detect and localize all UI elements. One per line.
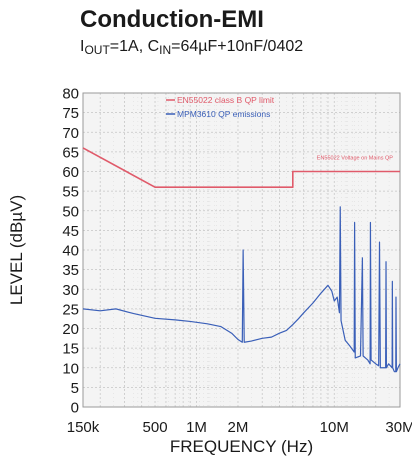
y-tick-label: 35 bbox=[62, 262, 79, 279]
y-tick-label: 45 bbox=[62, 223, 79, 240]
y-tick-label: 5 bbox=[71, 380, 79, 397]
y-tick-label: 25 bbox=[62, 301, 79, 318]
y-tick-label: 75 bbox=[62, 105, 79, 122]
x-tick-label: 500 bbox=[143, 419, 168, 436]
series-line bbox=[82, 206, 401, 373]
chart-title: Conduction-EMI bbox=[80, 6, 264, 33]
y-tick-label: 60 bbox=[62, 164, 79, 181]
annotation-label: EN55022 Voltage on Mains QP bbox=[317, 156, 393, 162]
y-tick-label: 65 bbox=[62, 144, 79, 161]
y-tick-label: 40 bbox=[62, 243, 79, 260]
x-tick-label: 30M bbox=[385, 419, 412, 436]
x-tick-label: 150k bbox=[67, 419, 100, 436]
y-tick-label: 80 bbox=[62, 86, 79, 103]
y-tick-label: 15 bbox=[62, 341, 79, 358]
series-line bbox=[82, 147, 400, 188]
y-tick-label: 0 bbox=[71, 400, 79, 417]
x-axis-label: FREQUENCY (Hz) bbox=[170, 437, 313, 456]
subtitle-part-1: I bbox=[80, 38, 85, 55]
y-tick-label: 50 bbox=[62, 203, 79, 220]
x-tick-label: 10M bbox=[320, 419, 349, 436]
y-tick-label: 10 bbox=[62, 360, 79, 377]
subtitle-part-2: =1A, C bbox=[109, 38, 160, 55]
chart-subtitle: IOUT=1A, CIN=64µF+10nF/0402 bbox=[80, 38, 303, 57]
x-tick-label: 2M bbox=[228, 419, 249, 436]
subtitle-sub-1: OUT bbox=[84, 43, 110, 57]
y-tick-label: 55 bbox=[62, 184, 79, 201]
plot-frame bbox=[82, 92, 401, 408]
subtitle-sub-2: IN bbox=[159, 43, 172, 57]
x-tick-label: 1M bbox=[186, 419, 207, 436]
y-tick-label: 20 bbox=[62, 321, 79, 338]
subtitle-part-3: =64µF+10nF/0402 bbox=[171, 38, 304, 55]
y-tick-label: 70 bbox=[62, 125, 79, 142]
y-tick-label: 30 bbox=[62, 282, 79, 299]
y-axis-label: LEVEL (dBµV) bbox=[7, 195, 26, 305]
legend-label: EN55022 class B QP limit bbox=[177, 95, 275, 105]
legend-label: MPM3610 QP emissions bbox=[177, 109, 270, 119]
